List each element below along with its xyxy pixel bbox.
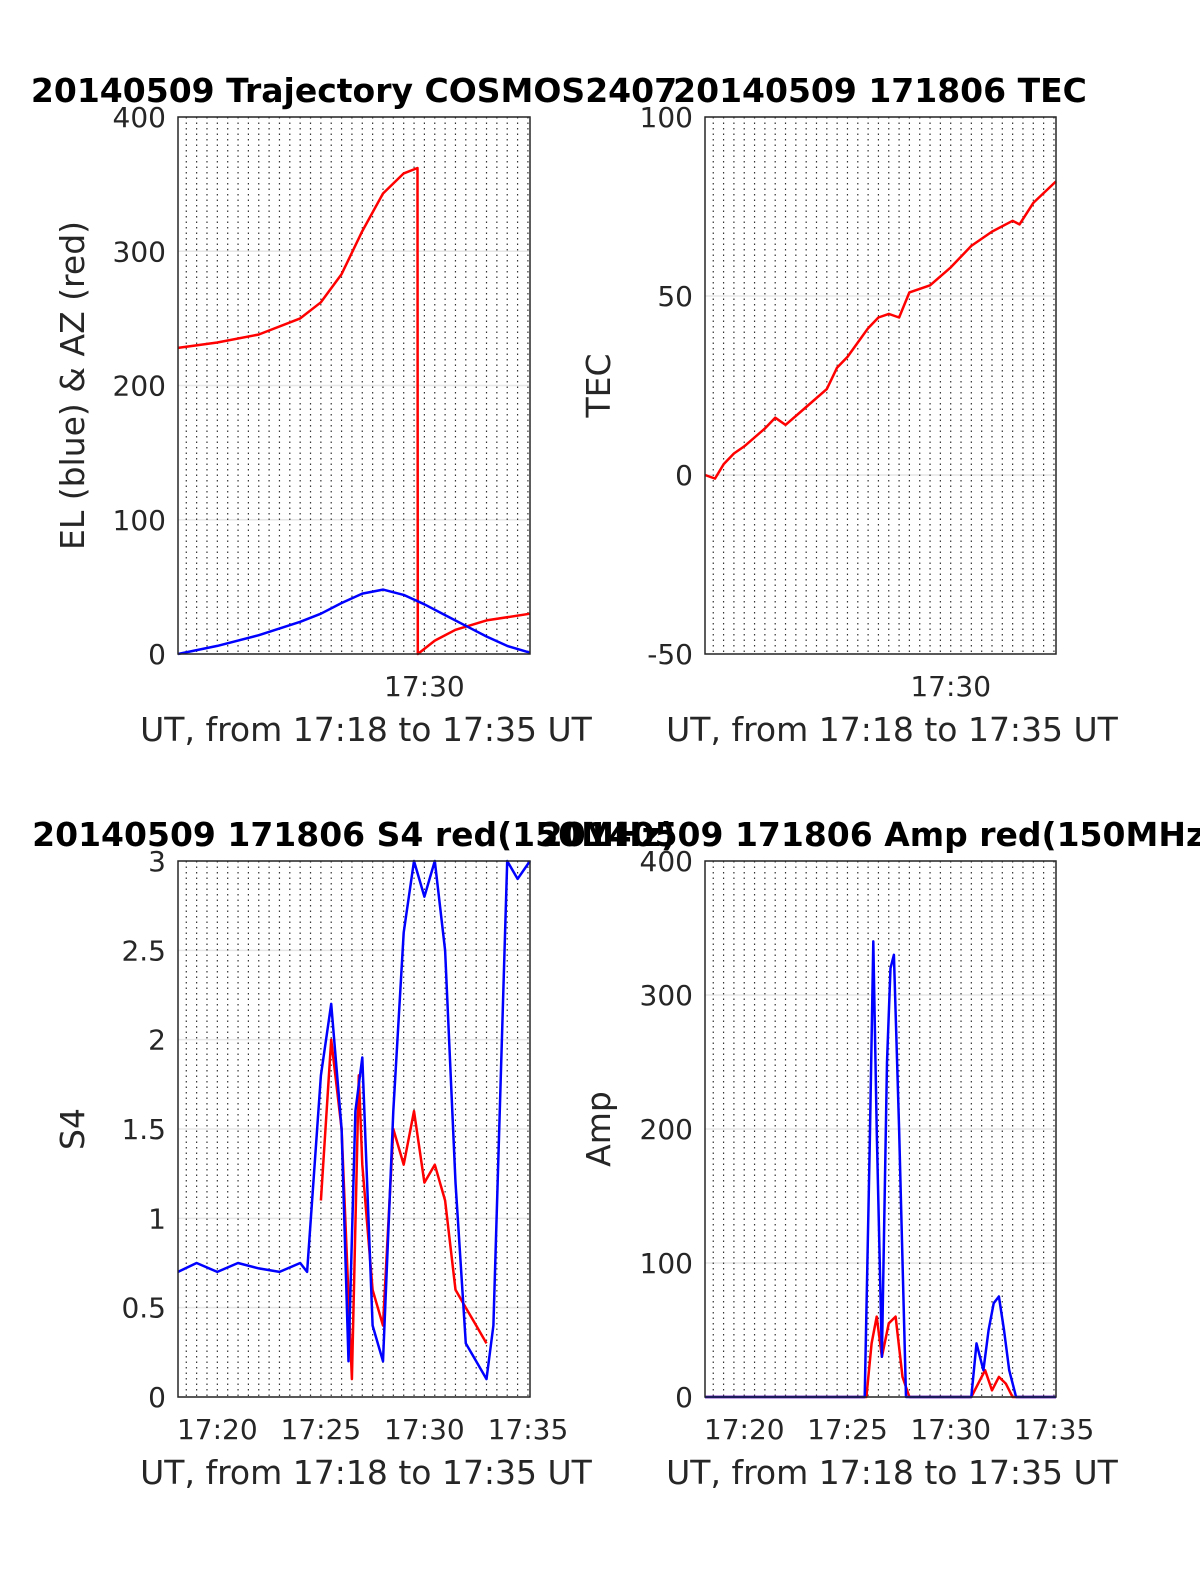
y-tick-label: 400 [113, 101, 166, 134]
x-tick-label: 17:35 [1014, 1413, 1095, 1446]
axes-box [704, 860, 1057, 1398]
x-tick-label: 17:30 [910, 670, 991, 703]
axes-box [177, 860, 531, 1398]
y-tick-label: 0.5 [121, 1292, 166, 1325]
y-tick-label: 50 [657, 280, 693, 313]
y-tick-label: 0 [675, 1381, 693, 1414]
y-tick-label: 400 [640, 845, 693, 878]
y-tick-label: -50 [647, 638, 693, 671]
series-line-0 [177, 166, 531, 656]
y-tick-label: 100 [640, 1247, 693, 1280]
panel-s4: 0 0.5 1 1.5 2 2.5 3 17:20 17:25 17:30 17:35 UT, fro… [53, 845, 593, 1492]
x-axis-label: UT, from 17:18 to 17:35 UT [666, 710, 1119, 749]
x-tick-label: 17:35 [488, 1413, 569, 1446]
series-line-0 [704, 180, 1057, 480]
panel-trajectory: 0 100 200 300 400 17:30 UT, from 17:18 to 17:3… [53, 101, 593, 749]
y-tick-label: 1.5 [121, 1113, 166, 1146]
x-tick-label: 17:20 [704, 1413, 785, 1446]
y-tick-label: 100 [113, 504, 166, 537]
y-tick-label: 300 [113, 235, 166, 268]
x-tick-label: 17:30 [910, 1413, 991, 1446]
series-line-1 [177, 588, 531, 656]
x-axis-label: UT, from 17:18 to 17:35 UT [666, 1453, 1119, 1492]
y-tick-label: 300 [640, 979, 693, 1012]
x-tick-label: 17:25 [281, 1413, 362, 1446]
y-axis-label: EL (blue) & AZ (red) [53, 221, 92, 550]
x-tick-label: 17:20 [177, 1413, 258, 1446]
series-line-1 [177, 859, 532, 1381]
x-tick-label: 17:25 [807, 1413, 888, 1446]
x-tick-label: 17:30 [384, 1413, 465, 1446]
panel-title: 20140509 171806 TEC [673, 71, 1087, 110]
y-tick-label: 0 [675, 459, 693, 492]
x-tick-label: 17:30 [384, 670, 465, 703]
y-tick-label: 100 [640, 101, 693, 134]
y-tick-label: 0 [148, 638, 166, 671]
y-tick-label: 1 [148, 1202, 166, 1235]
x-axis-label: UT, from 17:18 to 17:35 UT [140, 1453, 593, 1492]
panel-title: 20140509 Trajectory COSMOS2407 [31, 71, 677, 110]
y-tick-label: 200 [113, 370, 166, 403]
y-tick-label: 3 [148, 845, 166, 878]
y-tick-label: 0 [148, 1381, 166, 1414]
x-axis-label: UT, from 17:18 to 17:35 UT [140, 710, 593, 749]
y-tick-label: 2.5 [121, 934, 166, 967]
y-axis-label: TEC [579, 353, 618, 418]
panel-title: 20140509 171806 Amp red(150MHz) [540, 815, 1200, 854]
panel-amp: 0 100 200 300 400 17:20 17:25 17:30 17:35 UT, fro… [579, 845, 1119, 1492]
y-axis-label: Amp [579, 1091, 618, 1167]
y-tick-label: 200 [640, 1113, 693, 1146]
axes-box [704, 116, 1057, 655]
axes-background [705, 117, 1056, 654]
panel-title: 20140509 171806 S4 red(150MHz) [32, 815, 676, 854]
y-axis-label: S4 [53, 1108, 92, 1150]
y-tick-label: 2 [148, 1024, 166, 1057]
panel-tec: -50 0 50 100 17:30 UT, from 17:18 to 17:35 UT… [579, 101, 1119, 749]
axes-box [177, 116, 531, 655]
